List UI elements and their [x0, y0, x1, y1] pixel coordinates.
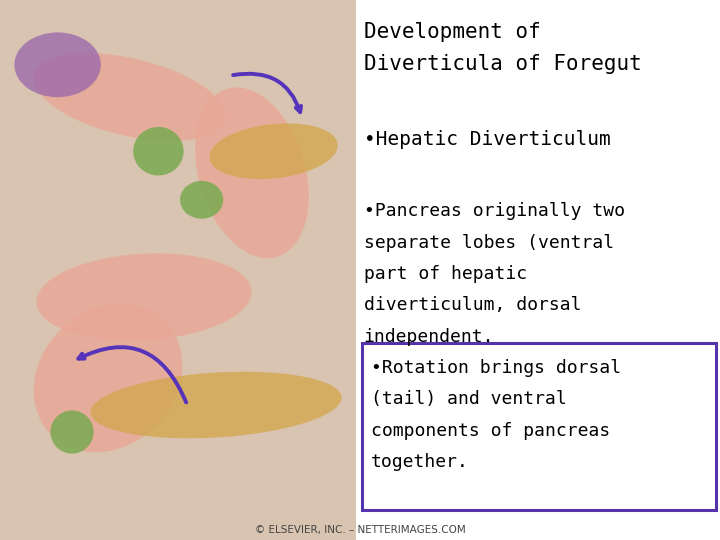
Text: independent.: independent.	[364, 328, 494, 346]
Text: (tail) and ventral: (tail) and ventral	[371, 390, 567, 408]
Text: diverticulum, dorsal: diverticulum, dorsal	[364, 296, 581, 314]
Text: •Hepatic Diverticulum: •Hepatic Diverticulum	[364, 130, 611, 148]
Ellipse shape	[210, 123, 338, 179]
Ellipse shape	[195, 87, 309, 258]
Text: part of hepatic: part of hepatic	[364, 265, 527, 283]
Ellipse shape	[133, 127, 184, 176]
Ellipse shape	[36, 253, 252, 341]
Ellipse shape	[50, 410, 94, 454]
Bar	[362, 343, 716, 510]
Text: separate lobes (ventral: separate lobes (ventral	[364, 234, 613, 252]
Text: Diverticula of Foregut: Diverticula of Foregut	[364, 55, 642, 75]
Ellipse shape	[14, 32, 101, 97]
Text: Development of: Development of	[364, 22, 540, 42]
Text: •Rotation brings dorsal: •Rotation brings dorsal	[371, 359, 621, 377]
Text: together.: together.	[371, 453, 469, 471]
Ellipse shape	[180, 181, 223, 219]
Text: components of pancreas: components of pancreas	[371, 422, 610, 440]
Text: •Pancreas originally two: •Pancreas originally two	[364, 202, 625, 220]
Ellipse shape	[33, 53, 226, 141]
Text: © ELSEVIER, INC. – NETTERIMAGES.COM: © ELSEVIER, INC. – NETTERIMAGES.COM	[255, 524, 465, 535]
Ellipse shape	[91, 372, 341, 438]
Bar	[356, 0, 720, 540]
Ellipse shape	[34, 303, 182, 453]
Bar	[0, 0, 356, 540]
